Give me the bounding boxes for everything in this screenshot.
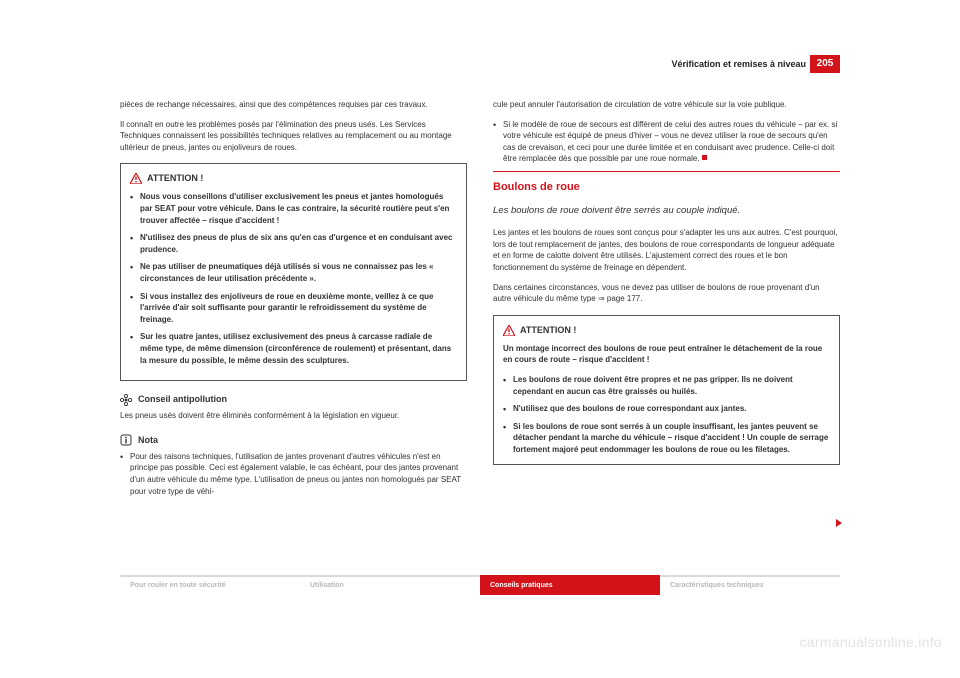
warning-triangle-icon [503,325,515,336]
footer-tab-specs[interactable]: Caractéristiques techniques [660,575,840,595]
attention-title: ATTENTION ! [520,324,576,337]
end-marker-icon [702,155,707,160]
nota-bullet: Pour des raisons techniques, l'utilisati… [120,451,467,497]
attention-bullet: Sur les quatre jantes, utilisez exclusiv… [130,331,457,366]
intro-text: Les boulons de roue doivent être serrés … [493,204,840,217]
paragraph-text: Dans certaines circonstances, vous ne de… [493,283,820,304]
pollution-title: Conseil antipollution [138,393,227,406]
attention-bullet: Si les boulons de roue sont serrés à un … [503,421,830,456]
section-title: Vérification et remises à niveau [671,59,806,69]
warning-triangle-icon [130,173,142,184]
paragraph: Dans certaines circonstances, vous ne de… [493,282,840,305]
boulons-heading: Boulons de roue [493,180,840,196]
footer-tab-tips[interactable]: Conseils pratiques [480,575,660,595]
bullet-text: Si le modèle de roue de secours est diff… [503,120,837,164]
footer-tabs: Pour rouler en toute sécurité Utilisatio… [120,575,840,595]
content-columns: pièces de rechange nécessaires, ainsi qu… [120,99,840,503]
attention-bullet: Les boulons de roue doivent être propres… [503,374,830,397]
attention-box: ATTENTION ! Un montage incorrect des bou… [493,315,840,465]
page-content: Vérification et remises à niveau 205 piè… [120,55,840,595]
attention-box: ATTENTION ! Nous vous conseillons d'util… [120,163,467,381]
page-reference: ⇒ page 177. [598,293,643,305]
attention-lead: Un montage incorrect des boulons de roue… [503,343,830,366]
attention-bullet: Si vous installez des enjoliveurs de rou… [130,291,457,326]
section-divider [493,171,840,172]
left-column: pièces de rechange nécessaires, ainsi qu… [120,99,467,503]
flower-icon [120,394,132,406]
bullet-paragraph: Si le modèle de roue de secours est diff… [493,119,840,165]
nota-header: Nota [120,434,467,447]
pollution-header: Conseil antipollution [120,393,467,406]
attention-title: ATTENTION ! [147,172,203,185]
paragraph: pièces de rechange nécessaires, ainsi qu… [120,99,467,111]
right-column: cule peut annuler l'autorisation de circ… [493,99,840,503]
watermark: carmanualsonline.info [800,634,943,650]
paragraph: cule peut annuler l'autorisation de circ… [493,99,840,111]
page-header: Vérification et remises à niveau 205 [120,55,840,81]
box-header: ATTENTION ! [130,172,457,185]
attention-bullet: N'utilisez que des boulons de roue corre… [503,403,830,415]
attention-bullet: Ne pas utiliser de pneumatiques déjà uti… [130,261,457,284]
attention-bullet: Nous vous conseillons d'utiliser exclusi… [130,191,457,226]
attention-bullet: N'utilisez des pneus de plus de six ans … [130,232,457,255]
paragraph: Il connaît en outre les problèmes posés … [120,119,467,154]
paragraph: Les jantes et les boulons de roues sont … [493,227,840,273]
page-number: 205 [810,55,840,73]
nota-title: Nota [138,434,158,447]
footer-tab-usage[interactable]: Utilisation [300,575,480,595]
box-header: ATTENTION ! [503,324,830,337]
footer-tab-safety[interactable]: Pour rouler en toute sécurité [120,575,300,595]
info-icon [120,434,132,446]
paragraph: Les pneus usés doivent être éliminés con… [120,410,467,422]
continue-arrow-icon [836,519,842,527]
